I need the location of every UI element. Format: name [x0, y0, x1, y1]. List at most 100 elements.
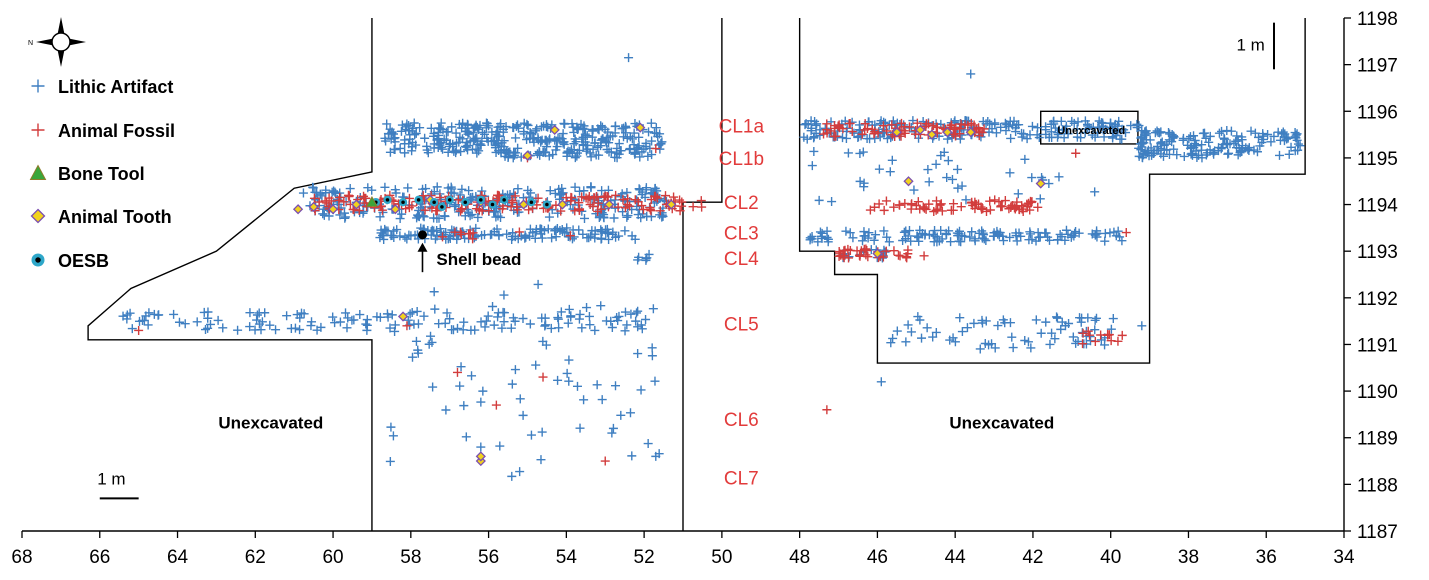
plus-marker — [562, 368, 572, 378]
plus-marker — [990, 195, 1000, 205]
plus-marker — [1100, 340, 1110, 350]
plus-marker — [1014, 228, 1024, 238]
layer-label: CL1b — [719, 149, 764, 170]
plus-marker — [942, 173, 952, 183]
series-bone-tool — [365, 195, 378, 207]
plus-marker — [387, 230, 397, 240]
plus-marker — [403, 183, 413, 193]
compass-icon: N — [28, 17, 86, 67]
plus-marker — [900, 199, 910, 209]
plus-marker — [802, 134, 812, 144]
series-animal-tooth — [292, 122, 1046, 467]
plus-marker — [577, 134, 587, 144]
plus-marker — [616, 410, 626, 420]
x-tick-label: 56 — [478, 547, 499, 568]
plus-marker — [1020, 336, 1030, 346]
plus-marker — [1210, 146, 1220, 156]
plus-marker — [1056, 324, 1066, 334]
plus-marker — [463, 119, 473, 129]
plus-marker — [1178, 135, 1188, 145]
plus-marker — [174, 317, 184, 327]
plus-marker — [613, 202, 623, 212]
plus-marker — [918, 202, 928, 212]
plus-marker — [465, 229, 475, 239]
plus-marker — [432, 182, 442, 192]
plus-marker — [634, 132, 644, 142]
plus-marker — [1061, 121, 1071, 131]
plus-marker — [827, 197, 837, 207]
plus-marker — [903, 320, 913, 330]
triangle-marker — [365, 195, 378, 207]
layer-label: CL3 — [724, 224, 759, 245]
plus-marker — [540, 321, 550, 331]
plus-marker — [826, 126, 836, 136]
plus-marker — [339, 197, 349, 207]
plus-marker — [569, 139, 579, 149]
plus-marker — [467, 371, 477, 381]
plus-marker — [385, 124, 395, 134]
layer-label: CL1a — [719, 116, 765, 137]
plus-marker — [555, 190, 565, 200]
compass-center — [51, 32, 71, 52]
x-tick-label: 38 — [1178, 547, 1199, 568]
plus-marker — [496, 212, 506, 222]
y-tick-label: 1196 — [1357, 102, 1398, 123]
plus-marker — [1132, 119, 1142, 129]
plus-marker — [245, 308, 255, 318]
plus-marker — [982, 206, 992, 216]
plus-marker — [1229, 138, 1239, 148]
plus-marker — [437, 232, 447, 242]
legend-label: Animal Fossil — [58, 121, 175, 141]
plus-marker — [1107, 124, 1117, 134]
plus-marker — [1025, 205, 1035, 215]
plus-marker — [1005, 232, 1015, 242]
plus-marker — [614, 311, 624, 321]
plus-marker — [469, 230, 479, 240]
plus-marker — [481, 123, 491, 133]
plus-marker — [1117, 330, 1127, 340]
plus-marker — [1159, 145, 1169, 155]
plus-marker — [924, 177, 934, 187]
plus-marker — [420, 133, 430, 143]
plus-marker — [641, 315, 651, 325]
plus-marker — [1050, 334, 1060, 344]
plus-marker — [407, 126, 417, 136]
plus-marker — [857, 129, 867, 139]
plus-marker — [896, 118, 906, 128]
plus-marker — [391, 188, 401, 198]
plus-marker — [610, 128, 620, 138]
plus-marker — [946, 205, 956, 215]
plus-marker — [604, 147, 614, 157]
plus-marker — [849, 128, 859, 138]
plus-marker — [955, 124, 965, 134]
plus-marker — [1045, 339, 1055, 349]
plus-marker — [620, 326, 630, 336]
plus-marker — [949, 124, 959, 134]
plus-marker — [507, 196, 517, 206]
plus-marker — [1032, 130, 1042, 140]
plus-marker — [450, 201, 460, 211]
diamond-marker — [557, 199, 568, 210]
plus-marker — [382, 309, 392, 319]
plus-marker — [1049, 119, 1059, 129]
plus-marker — [858, 236, 868, 246]
legend: N Lithic Artifact Animal Fossil Bone Tool An… — [28, 17, 175, 271]
plus-marker — [271, 325, 281, 335]
plus-marker — [633, 255, 643, 265]
plus-marker — [411, 336, 421, 346]
plus-marker — [953, 183, 963, 193]
plus-marker — [1006, 133, 1016, 143]
plus-marker — [644, 127, 654, 137]
plus-marker — [607, 322, 617, 332]
plus-marker — [1056, 116, 1066, 126]
plus-marker — [1090, 325, 1100, 335]
diamond-marker — [666, 199, 677, 210]
plus-marker — [1053, 235, 1063, 245]
plus-marker — [633, 197, 643, 207]
plus-marker — [929, 237, 939, 247]
plus-marker — [478, 386, 488, 396]
plus-marker — [1277, 129, 1287, 139]
plus-marker — [1078, 339, 1088, 349]
plus-marker — [1019, 129, 1029, 139]
plus-marker — [955, 313, 965, 323]
